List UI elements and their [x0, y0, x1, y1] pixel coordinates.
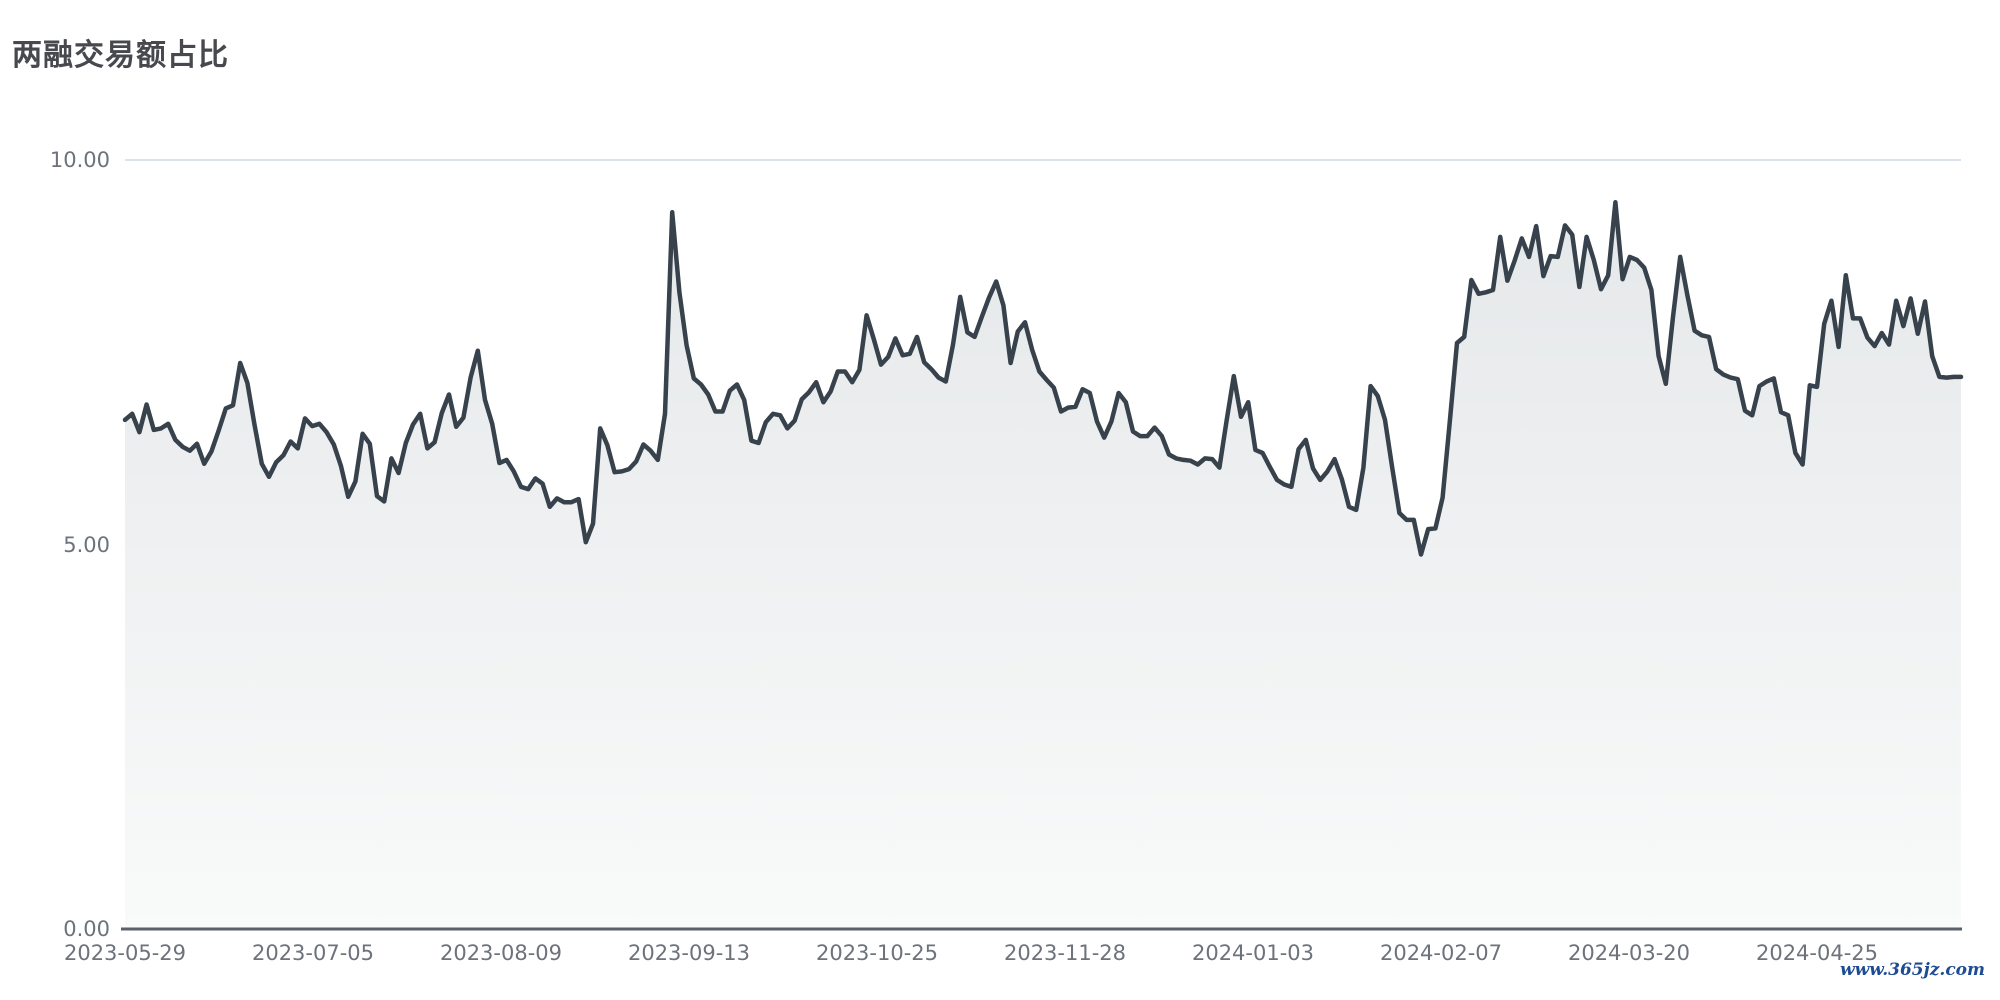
- watermark: www.365jz.com: [1840, 960, 1985, 980]
- x-tick-label: 2023-07-05: [251, 941, 375, 965]
- chart-title: 两融交易额占比: [12, 38, 229, 73]
- series-area: [125, 202, 1961, 930]
- x-tick-label: 2024-04-25: [1755, 941, 1879, 965]
- x-tick-label: 2023-10-25: [815, 941, 939, 965]
- x-tick-label: 2023-09-13: [627, 941, 751, 965]
- series-line: [122, 200, 1964, 557]
- x-tick-label: 2023-08-09: [439, 941, 563, 965]
- y-tick-label: 5.00: [63, 532, 110, 557]
- x-tick-label: 2024-02-07: [1379, 941, 1503, 965]
- x-tick-label: 2023-11-28: [1003, 941, 1127, 965]
- x-tick-label: 2023-05-29: [63, 941, 187, 965]
- y-tick-label: 10.00: [49, 148, 110, 172]
- x-tick-label: 2024-01-03: [1191, 941, 1315, 965]
- series-layer: [122, 200, 1964, 930]
- x-tick-label: 2024-03-20: [1567, 941, 1691, 965]
- y-tick-label: 0.00: [63, 917, 110, 941]
